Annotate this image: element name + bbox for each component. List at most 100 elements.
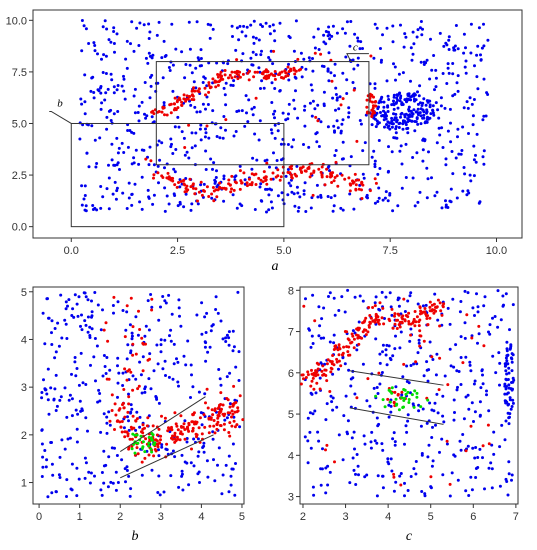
data-point [50,491,54,495]
data-point [183,146,187,149]
data-point [387,344,391,348]
data-point [140,175,144,179]
data-point [46,495,50,499]
data-point [41,455,45,459]
data-point [191,385,195,389]
data-point [348,481,352,485]
data-point [53,356,57,360]
data-point [407,109,411,113]
data-point [302,192,306,196]
data-point [333,194,337,198]
data-point [157,318,161,322]
data-point [227,454,231,458]
data-point [317,439,321,443]
data-point [387,388,391,392]
data-point [352,207,356,211]
data-point [348,192,352,196]
data-point [105,421,109,425]
data-point [465,100,469,104]
data-point [259,182,263,186]
data-point [83,291,87,295]
data-point [329,71,333,75]
data-point [376,200,380,203]
data-point [410,111,414,115]
data-point [363,442,367,446]
data-point [66,437,70,441]
data-point [68,393,72,397]
data-point [320,165,324,169]
data-point [304,210,308,213]
data-point [247,98,251,102]
data-point [380,290,384,294]
data-point [121,403,124,407]
data-point [125,207,129,210]
data-point [362,320,366,324]
region-callout-b [49,110,72,124]
data-point [471,123,475,127]
data-point [491,354,495,358]
data-point [329,366,333,370]
data-point [357,178,361,182]
data-point [431,358,435,361]
data-point [146,188,150,192]
data-point [466,106,470,110]
data-point [203,76,207,80]
data-point [364,333,368,337]
data-point [347,106,351,110]
data-point [340,173,344,177]
data-point [170,22,174,26]
data-point [439,309,443,313]
data-point [400,390,404,394]
data-point [280,76,284,80]
data-point [73,360,77,364]
data-point [418,111,422,115]
data-point [127,368,131,372]
data-point [399,144,403,148]
data-point [399,483,403,487]
data-point [205,387,209,391]
data-point [393,440,397,444]
data-point [398,325,402,329]
data-point [270,101,274,104]
data-point [107,207,111,211]
data-point [102,412,106,416]
data-point [331,354,335,357]
data-point [503,438,507,442]
data-point [412,42,416,46]
data-point [313,319,317,323]
data-point [209,23,213,27]
data-point [202,450,206,454]
data-point [141,355,145,359]
data-point [458,439,462,443]
data-point [380,371,384,374]
data-point [57,473,61,477]
data-point [409,475,413,478]
data-point [276,168,280,172]
data-point [372,95,375,99]
data-point [190,71,194,75]
data-point [215,135,219,138]
data-point [310,88,314,92]
data-point [403,310,407,313]
data-point [435,352,439,356]
x-tick-label: 0 [36,511,42,523]
data-point [393,322,397,326]
data-point [375,494,379,498]
data-point [238,164,242,168]
data-point [421,159,425,163]
data-point [390,469,394,473]
data-point [408,115,411,119]
data-point [224,118,228,122]
data-point [147,444,151,448]
data-point [422,113,426,117]
data-point [180,50,184,54]
data-point [157,20,161,24]
data-point [163,209,167,213]
data-point [399,96,402,100]
data-point [142,342,146,346]
data-point [203,189,206,193]
data-point [459,383,463,386]
data-point [458,310,462,314]
data-point [86,315,90,319]
data-point [206,350,210,354]
